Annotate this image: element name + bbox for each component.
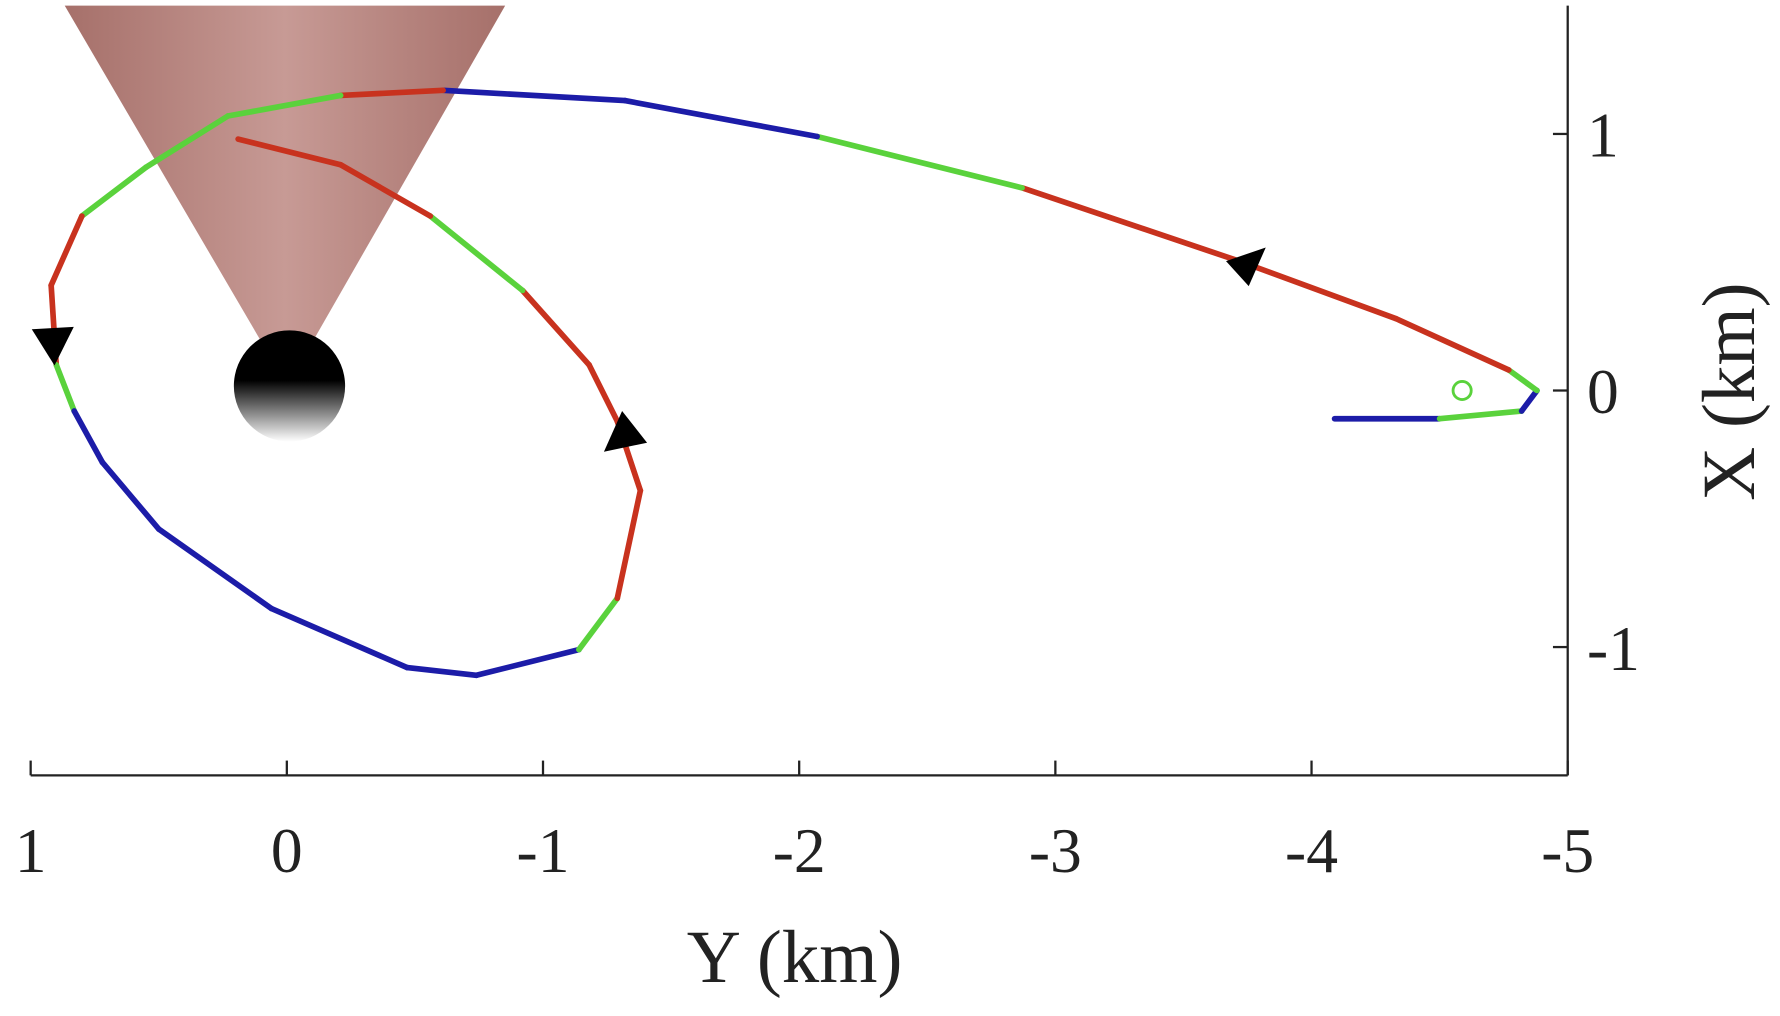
x-tick-label: 0 [271, 815, 303, 886]
y-tick-label: 1 [1587, 100, 1619, 171]
y-axis-title: X (km) [1688, 282, 1771, 500]
target-body [233, 330, 346, 442]
x-tick-label: -1 [517, 815, 570, 886]
direction-arrow [1226, 247, 1266, 287]
trajectory-segment [337, 161, 434, 219]
trajectory-segment [1505, 367, 1540, 394]
y-tick-label: -1 [1587, 613, 1640, 684]
sensor-cone [64, 5, 506, 386]
trajectory-segment [622, 97, 820, 140]
trajectory-segment [473, 646, 582, 679]
trajectory-segment [79, 164, 149, 219]
trajectory-segment [48, 213, 85, 289]
trajectory-segment [1436, 408, 1525, 422]
x-axis-title: Y (km) [687, 916, 903, 999]
x-tick-label: -4 [1285, 815, 1338, 886]
trajectory-segment [143, 113, 231, 171]
x-tick-label: -5 [1541, 815, 1594, 886]
trajectory-segment [614, 487, 644, 602]
trajectory-segment [268, 605, 411, 671]
trajectory-segment [576, 595, 621, 653]
trajectory-segment [1393, 315, 1512, 373]
x-tick-label: -2 [773, 815, 826, 886]
direction-arrow [31, 326, 74, 366]
trajectory-segment [1019, 184, 1246, 266]
trajectory-segment [71, 408, 106, 466]
x-tick-label: 1 [15, 815, 47, 886]
trajectory-segment [440, 87, 628, 104]
trajectory-segment [427, 213, 526, 294]
trajectory-segment [99, 459, 162, 532]
plot-area [48, 87, 1540, 679]
start-marker [1451, 380, 1473, 402]
trajectory-segment [225, 92, 344, 119]
trajectory-segment [586, 362, 621, 425]
trajectory-segment [53, 362, 78, 414]
trajectory-segment [235, 136, 344, 168]
trajectory-segment [1518, 387, 1540, 414]
trajectory-segment [155, 526, 275, 612]
x-tick-label: -3 [1029, 815, 1082, 886]
trajectory-segment [814, 133, 1025, 191]
trajectory-segment [1239, 259, 1399, 322]
y-tick-label: 0 [1587, 356, 1619, 427]
trajectory-segment [519, 287, 592, 368]
direction-arrow [603, 410, 648, 452]
trajectory-segment [337, 87, 446, 99]
trajectory-segment [404, 664, 480, 679]
